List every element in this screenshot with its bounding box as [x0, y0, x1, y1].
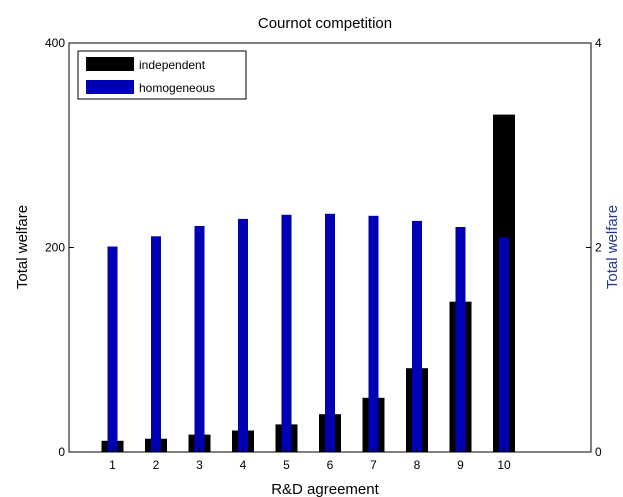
bar-homogeneous-3	[194, 226, 205, 452]
bar-homogeneous-8	[412, 220, 422, 452]
y-axis-label-right: Total welfare	[604, 205, 621, 289]
bars-layer	[101, 114, 515, 452]
x-tick-label: 6	[327, 458, 334, 472]
bar-homogeneous-4	[238, 218, 248, 452]
x-tick-label: 8	[414, 458, 421, 472]
bar-homogeneous-10	[499, 237, 509, 452]
legend-swatch-independent	[86, 57, 134, 71]
x-tick-label: 9	[457, 458, 464, 472]
y-tick-label-right: 0	[595, 445, 602, 459]
x-tick-label: 3	[196, 458, 203, 472]
x-tick-label: 4	[240, 458, 247, 472]
legend-swatch-homogeneous	[86, 80, 134, 94]
legend-label-independent: independent	[139, 58, 206, 72]
y-tick-label-right: 4	[595, 36, 602, 50]
ticks-layer: 1 2 3 4 5 6 7 8 9 10 0 200 400 0 2 4	[45, 36, 602, 472]
x-tick-label: 10	[497, 458, 511, 472]
bar-homogeneous-2	[151, 236, 161, 452]
legend-label-homogeneous: homogeneous	[139, 81, 215, 95]
bar-homogeneous-5	[281, 214, 292, 452]
y-tick-label-left: 400	[45, 36, 65, 50]
x-tick-label: 2	[153, 458, 160, 472]
y-tick-label-right: 2	[595, 241, 602, 255]
y-axis-label-left: Total welfare	[14, 205, 31, 289]
y-tick-label-left: 200	[45, 241, 65, 255]
chart-title: Cournot competition	[258, 15, 392, 32]
bar-homogeneous-1	[107, 246, 118, 452]
x-tick-label: 5	[283, 458, 290, 472]
bar-homogeneous-7	[368, 215, 379, 452]
x-tick-label: 7	[370, 458, 377, 472]
y-tick-label-left: 0	[58, 445, 65, 459]
x-axis-label: R&D agreement	[271, 481, 379, 497]
bar-homogeneous-6	[325, 213, 335, 452]
legend: independent homogeneous	[77, 50, 247, 100]
x-tick-label: 1	[109, 458, 116, 472]
bar-homogeneous-9	[455, 227, 466, 452]
